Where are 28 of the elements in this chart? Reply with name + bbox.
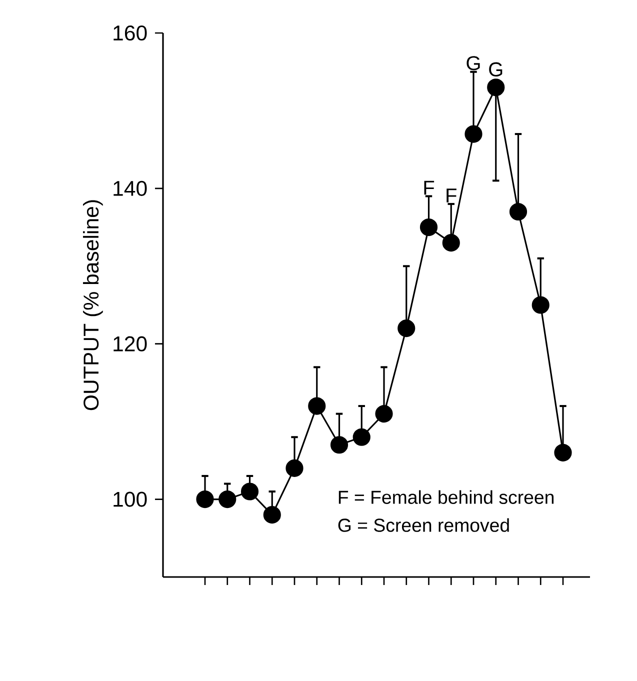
point	[240, 482, 259, 500]
point	[196, 490, 214, 508]
point	[464, 125, 482, 143]
annotation: G = Screen removed	[338, 518, 509, 532]
point	[509, 202, 528, 221]
point	[263, 506, 281, 524]
point	[218, 490, 236, 508]
y-tick-label: 160	[114, 25, 147, 41]
point	[532, 296, 550, 314]
y-tick-label: 120	[114, 336, 147, 352]
point	[398, 320, 416, 338]
data-label: G	[466, 56, 480, 70]
point	[442, 234, 460, 252]
data-label: F	[446, 188, 456, 202]
y-tick-label: 140	[114, 180, 147, 196]
y-tick-label: 100	[114, 492, 147, 507]
data-label: G	[489, 62, 502, 76]
point	[554, 444, 572, 462]
annotation: F = Female behind screen	[338, 490, 554, 504]
point	[420, 218, 438, 236]
data-label: F	[424, 180, 434, 195]
point	[286, 459, 304, 477]
point	[308, 397, 326, 415]
point	[330, 436, 348, 454]
point	[487, 78, 505, 96]
point	[352, 428, 370, 446]
y-axis-title: OUTPUT (% baseline)	[83, 200, 103, 410]
point	[375, 405, 393, 423]
